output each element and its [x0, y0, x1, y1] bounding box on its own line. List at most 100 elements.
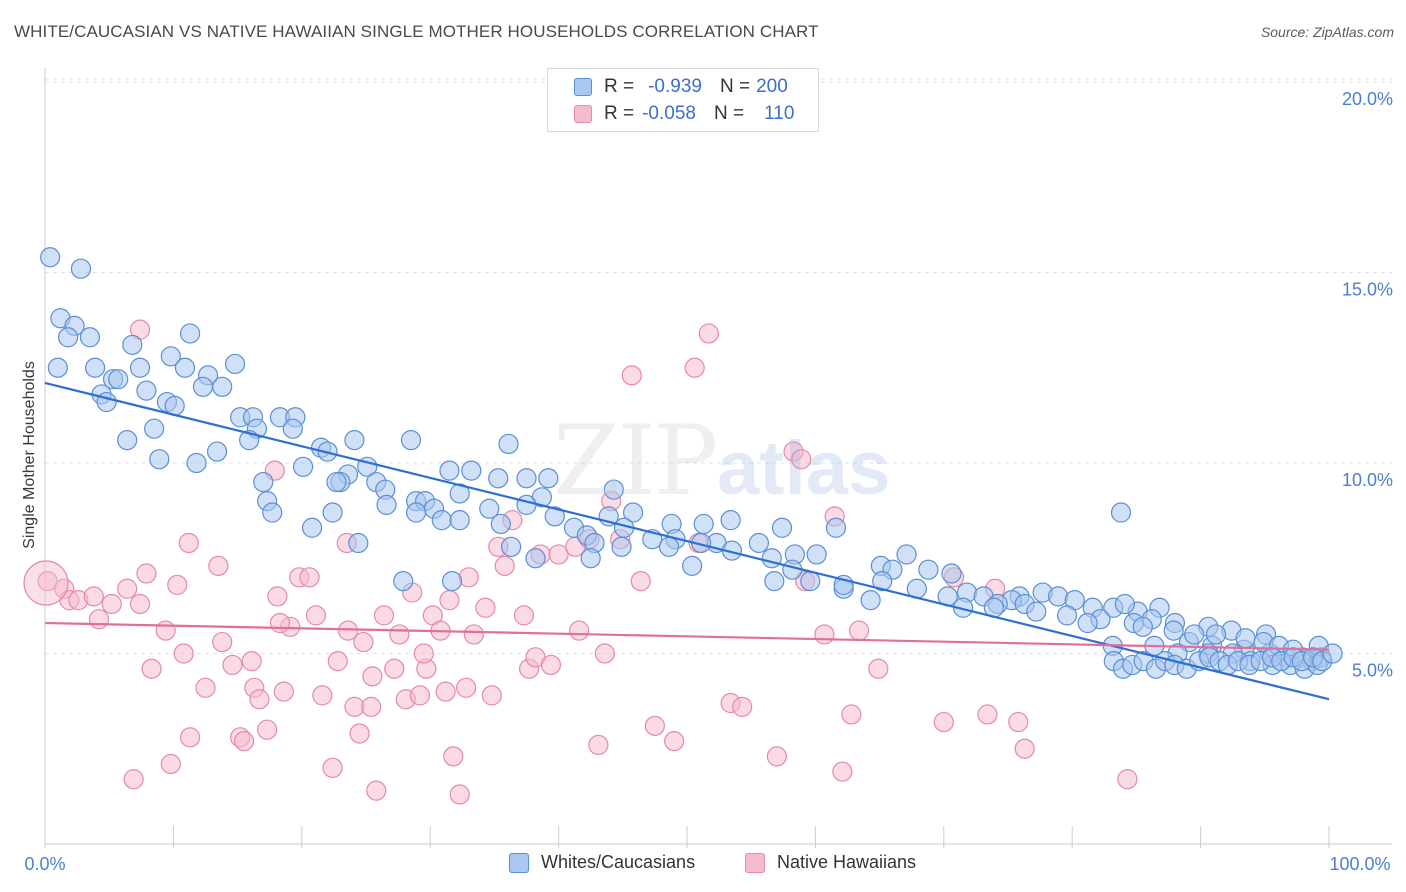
chart-title: WHITE/CAUCASIAN VS NATIVE HAWAIIAN SINGL…: [14, 22, 819, 41]
point-whites-caucasians: [405, 502, 427, 523]
y-tick-label: 5.0%: [1352, 661, 1393, 681]
point-native-hawaiians: [443, 746, 464, 767]
legend-row-whites: R = -0.939 N = 200: [574, 75, 788, 99]
legend-r-value: -0.058: [642, 103, 696, 124]
point-whites-caucasians: [761, 548, 782, 569]
point-whites-caucasians: [1110, 502, 1132, 523]
point-whites-caucasians: [79, 327, 101, 348]
point-native-hawaiians: [766, 746, 787, 767]
point-native-hawaiians: [267, 586, 288, 607]
legend-row-hawaiians: R = -0.058 N = 110: [574, 102, 794, 126]
legend-r-value: -0.939: [648, 76, 702, 97]
point-whites-caucasians: [603, 479, 624, 500]
trend-line-whites: [44, 381, 1330, 701]
point-native-hawaiians: [698, 323, 719, 344]
point-whites-caucasians: [253, 471, 274, 493]
legend-swatch-blue: [574, 78, 592, 96]
x-tick-label: 100.0%: [1329, 854, 1390, 874]
legend-n-label: N =: [719, 76, 751, 97]
point-whites-caucasians: [490, 513, 511, 535]
legend-n-value: 200: [756, 76, 788, 97]
point-native-hawaiians: [463, 624, 484, 645]
point-native-hawaiians: [664, 731, 685, 752]
point-native-hawaiians: [439, 590, 460, 611]
point-whites-caucasians: [1163, 620, 1184, 641]
point-whites-caucasians: [1205, 624, 1227, 645]
point-whites-caucasians: [292, 456, 314, 477]
point-whites-caucasians: [192, 376, 214, 397]
point-native-hawaiians-large: [23, 560, 69, 606]
point-native-hawaiians: [409, 685, 431, 706]
trend-lines: [44, 381, 1330, 701]
point-whites-caucasians: [872, 571, 893, 592]
point-whites-caucasians: [918, 559, 939, 580]
point-native-hawaiians: [569, 620, 590, 641]
point-native-hawaiians: [791, 449, 812, 470]
point-native-hawaiians: [155, 620, 176, 641]
legend-label-whites: Whites/Caucasians: [541, 852, 696, 872]
point-whites-caucasians: [488, 468, 509, 489]
legend-n-value: 110: [764, 103, 795, 124]
point-native-hawaiians: [337, 620, 359, 641]
point-whites-caucasians: [58, 327, 79, 348]
point-whites-caucasians: [40, 247, 61, 268]
point-native-hawaiians: [349, 723, 370, 744]
watermark-zip: ZIP: [553, 405, 718, 517]
axes: [44, 68, 1392, 848]
point-whites-caucasians: [800, 571, 821, 592]
point-native-hawaiians: [299, 567, 320, 588]
point-native-hawaiians: [273, 681, 294, 702]
point-whites-caucasians: [611, 536, 632, 557]
point-whites-caucasians: [282, 418, 303, 439]
point-whites-caucasians: [344, 430, 365, 451]
point-native-hawaiians: [233, 731, 255, 752]
point-native-hawaiians: [167, 574, 188, 596]
point-native-hawaiians: [1008, 711, 1029, 733]
point-native-hawaiians: [305, 605, 327, 626]
point-native-hawaiians: [1117, 769, 1138, 790]
point-native-hawaiians: [312, 685, 333, 706]
point-native-hawaiians: [88, 609, 110, 630]
point-native-hawaiians: [222, 654, 243, 676]
y-tick-label: 10.0%: [1342, 470, 1393, 490]
point-native-hawaiians: [868, 658, 889, 679]
point-native-hawaiians: [322, 757, 343, 778]
legend-swatch-pink: [574, 105, 592, 123]
point-whites-caucasians: [326, 471, 347, 493]
point-native-hawaiians: [83, 586, 104, 607]
point-native-hawaiians: [195, 677, 216, 698]
legend-item-hawaiians: Native Hawaiians: [745, 852, 916, 873]
point-native-hawaiians: [123, 769, 144, 790]
point-whites-caucasians: [860, 590, 881, 611]
point-whites-caucasians: [1235, 628, 1256, 649]
point-native-hawaiians: [212, 631, 233, 653]
point-whites-caucasians: [262, 502, 283, 523]
point-native-hawaiians: [588, 734, 609, 756]
watermark-atlas: atlas: [717, 426, 891, 511]
point-whites-caucasians: [149, 449, 170, 470]
point-native-hawaiians: [178, 532, 199, 554]
point-native-hawaiians: [37, 571, 58, 592]
point-native-hawaiians: [327, 651, 348, 672]
point-whites-caucasians: [212, 376, 233, 397]
point-native-hawaiians: [373, 605, 395, 626]
point-whites-caucasians: [896, 544, 917, 565]
point-native-hawaiians: [384, 658, 405, 679]
point-native-hawaiians: [179, 727, 201, 748]
point-whites-caucasians: [70, 258, 92, 279]
point-whites-caucasians: [206, 441, 228, 462]
legend-r-label: R =: [604, 76, 635, 97]
point-whites-caucasians: [1114, 593, 1135, 615]
point-native-hawaiians: [630, 571, 651, 592]
point-native-hawaiians: [814, 624, 835, 645]
point-whites-caucasians: [393, 571, 414, 592]
y-tick-label: 20.0%: [1342, 89, 1393, 109]
point-whites-caucasians: [376, 494, 397, 516]
point-whites-caucasians: [136, 380, 157, 401]
point-native-hawaiians: [732, 696, 753, 717]
point-native-hawaiians: [456, 677, 477, 698]
point-whites-caucasians: [348, 532, 369, 554]
point-whites-caucasians: [400, 430, 422, 451]
point-native-hawaiians: [458, 567, 479, 588]
legend-item-whites: Whites/Caucasians: [509, 852, 695, 873]
